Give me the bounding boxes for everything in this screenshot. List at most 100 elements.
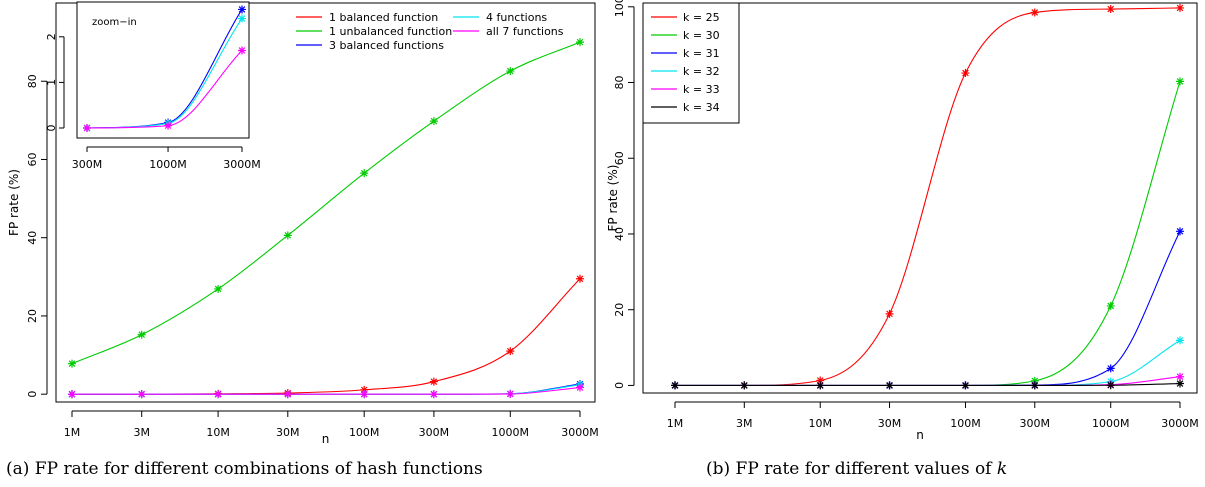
x-axis-title: n — [322, 432, 330, 446]
y-tick-label: 40 — [613, 227, 626, 241]
data-point — [506, 347, 515, 356]
y-tick-label: 80 — [26, 74, 39, 88]
x-tick-label: 3M — [736, 417, 753, 430]
data-point — [1176, 77, 1184, 86]
data-point — [68, 359, 76, 368]
series-line — [674, 376, 1181, 386]
data-point — [576, 38, 584, 47]
inset-x-tick-label: 1000M — [149, 158, 187, 171]
data-point — [885, 381, 894, 390]
legend-item: 1 balanced function — [296, 11, 438, 24]
legend-item: 1 unbalanced function — [296, 25, 452, 38]
y-tick-label: 100 — [613, 0, 626, 17]
legend-label: k = 32 — [683, 65, 720, 78]
data-point — [1030, 8, 1039, 17]
legend-item: k = 25 — [651, 11, 720, 24]
legend-label: k = 33 — [683, 83, 720, 96]
data-point — [740, 381, 749, 390]
legend-label: k = 30 — [683, 29, 720, 42]
x-tick-label: 3000M — [1161, 417, 1199, 430]
caption-a: (a) FP rate for different combinations o… — [6, 459, 483, 479]
legend-item: k = 34 — [651, 101, 720, 114]
series-line — [674, 81, 1181, 386]
inset-data-point — [238, 14, 246, 23]
data-point — [506, 67, 515, 76]
x-tick-label: 100M — [950, 417, 981, 430]
inset-data-point — [164, 121, 173, 130]
inset-title: zoom−in — [92, 17, 137, 28]
x-axis-title: n — [916, 428, 924, 442]
legend-label: 1 unbalanced function — [329, 25, 452, 38]
inset-y-tick-label: 0 — [45, 125, 58, 132]
caption-b: (b) FP rate for different values of k — [706, 459, 1007, 479]
series-line — [71, 41, 581, 365]
data-point — [816, 376, 825, 385]
data-point — [1106, 301, 1115, 310]
caption-b-variable: k — [996, 459, 1008, 479]
x-tick-label: 3000M — [561, 426, 599, 439]
series-line — [71, 383, 581, 395]
data-point — [283, 231, 292, 240]
data-point — [360, 385, 369, 394]
data-point — [137, 330, 146, 339]
y-tick-label: 20 — [613, 303, 626, 317]
legend-frame — [642, 2, 740, 124]
series-1 — [68, 274, 584, 399]
data-point — [816, 381, 825, 390]
legend-item: k = 33 — [651, 83, 720, 96]
x-tick-label: 1M — [667, 417, 684, 430]
series-4 — [671, 336, 1184, 390]
inset-frame — [76, 1, 250, 139]
y-axis-title: FP rate (%) — [7, 169, 21, 236]
series-1 — [671, 3, 1184, 390]
caption-b-text: (b) FP rate for different values of — [706, 459, 997, 479]
legend-item: 4 functions — [453, 11, 547, 24]
data-point — [1176, 379, 1184, 388]
y-axis-title: FP rate (%) — [606, 165, 620, 232]
inset-data-point — [238, 46, 246, 55]
legend: k = 25 k = 30 k = 31 k = 32 k = 33 k = 34 — [642, 2, 740, 124]
data-point — [1176, 227, 1184, 236]
x-tick-label: 1000M — [492, 426, 530, 439]
data-point — [429, 390, 438, 399]
data-point — [961, 381, 970, 390]
legend-label: all 7 functions — [486, 25, 564, 38]
inset-data-point — [83, 124, 91, 132]
data-point — [1176, 336, 1184, 345]
legend-label: 1 balanced function — [329, 11, 438, 24]
legend-item: all 7 functions — [453, 25, 564, 38]
series-2 — [671, 77, 1184, 390]
series-5 — [68, 383, 584, 399]
legend-item: k = 30 — [651, 29, 720, 42]
y-tick-label: 20 — [26, 309, 39, 323]
x-tick-label: 300M — [419, 426, 450, 439]
inset-x-tick-label: 3000M — [223, 158, 261, 171]
x-tick-label: 10M — [808, 417, 832, 430]
data-point — [429, 117, 438, 126]
inset-y-tick-label: 2 — [45, 33, 58, 40]
series-4 — [68, 380, 584, 399]
x-tick-label: 30M — [878, 417, 902, 430]
legend-item: 3 balanced functions — [296, 39, 444, 52]
plot-frame — [55, 2, 596, 403]
data-point — [283, 390, 292, 399]
series-line — [71, 386, 581, 395]
series-line — [674, 339, 1181, 386]
chart-b: 0 20 40 60 80 100 FP rate (%) 1M 3M 10M 30M 100M 300… — [606, 0, 1199, 442]
series-3 — [671, 227, 1184, 390]
data-point — [68, 390, 76, 399]
legend-item: k = 31 — [651, 47, 720, 60]
series-6 — [671, 379, 1184, 390]
data-point — [214, 390, 223, 399]
inset-data-point — [238, 5, 246, 14]
x-tick-label: 100M — [349, 426, 380, 439]
data-point — [1106, 364, 1115, 373]
x-tick-label: 30M — [276, 426, 300, 439]
data-point — [961, 69, 970, 78]
data-point — [576, 274, 584, 283]
inset-series-3 — [83, 46, 246, 132]
x-tick-label: 300M — [1020, 417, 1051, 430]
data-point — [137, 390, 146, 399]
